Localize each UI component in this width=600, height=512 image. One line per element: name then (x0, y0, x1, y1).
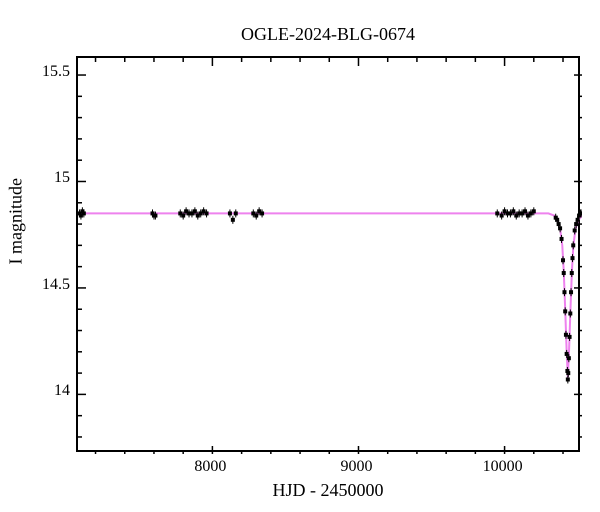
plot-svg (78, 58, 582, 454)
y-tick-label: 15.5 (42, 63, 70, 81)
x-tick-label: 8000 (194, 458, 226, 476)
y-tick-label: 14 (54, 382, 70, 400)
chart-container: OGLE-2024-BLG-0674 I magnitude HJD - 245… (0, 0, 600, 512)
chart-title: OGLE-2024-BLG-0674 (76, 24, 580, 45)
plot-area (76, 56, 580, 452)
x-tick-label: 9000 (340, 458, 372, 476)
x-tick-label: 10000 (483, 458, 523, 476)
x-axis-label: HJD - 2450000 (76, 480, 580, 501)
y-tick-label: 14.5 (42, 276, 70, 294)
y-axis-label: I magnitude (6, 245, 27, 265)
y-tick-label: 15 (54, 169, 70, 187)
